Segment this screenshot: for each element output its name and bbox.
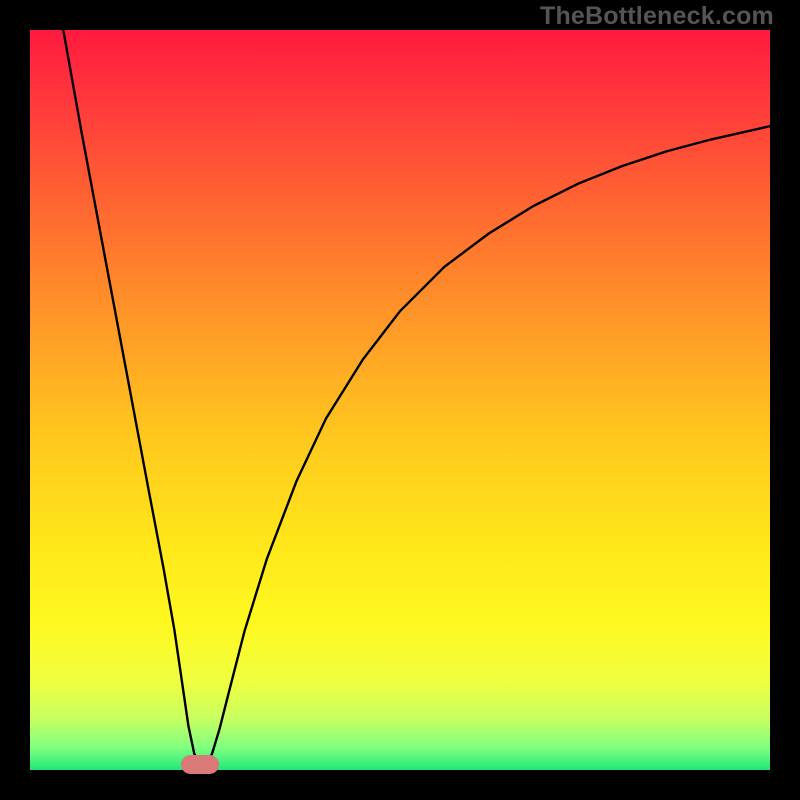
watermark-text: TheBottleneck.com [540,2,774,31]
optimum-marker [181,755,219,774]
chart-canvas: TheBottleneck.com [0,0,800,800]
bottleneck-curve [30,30,770,770]
plot-area [30,30,770,770]
